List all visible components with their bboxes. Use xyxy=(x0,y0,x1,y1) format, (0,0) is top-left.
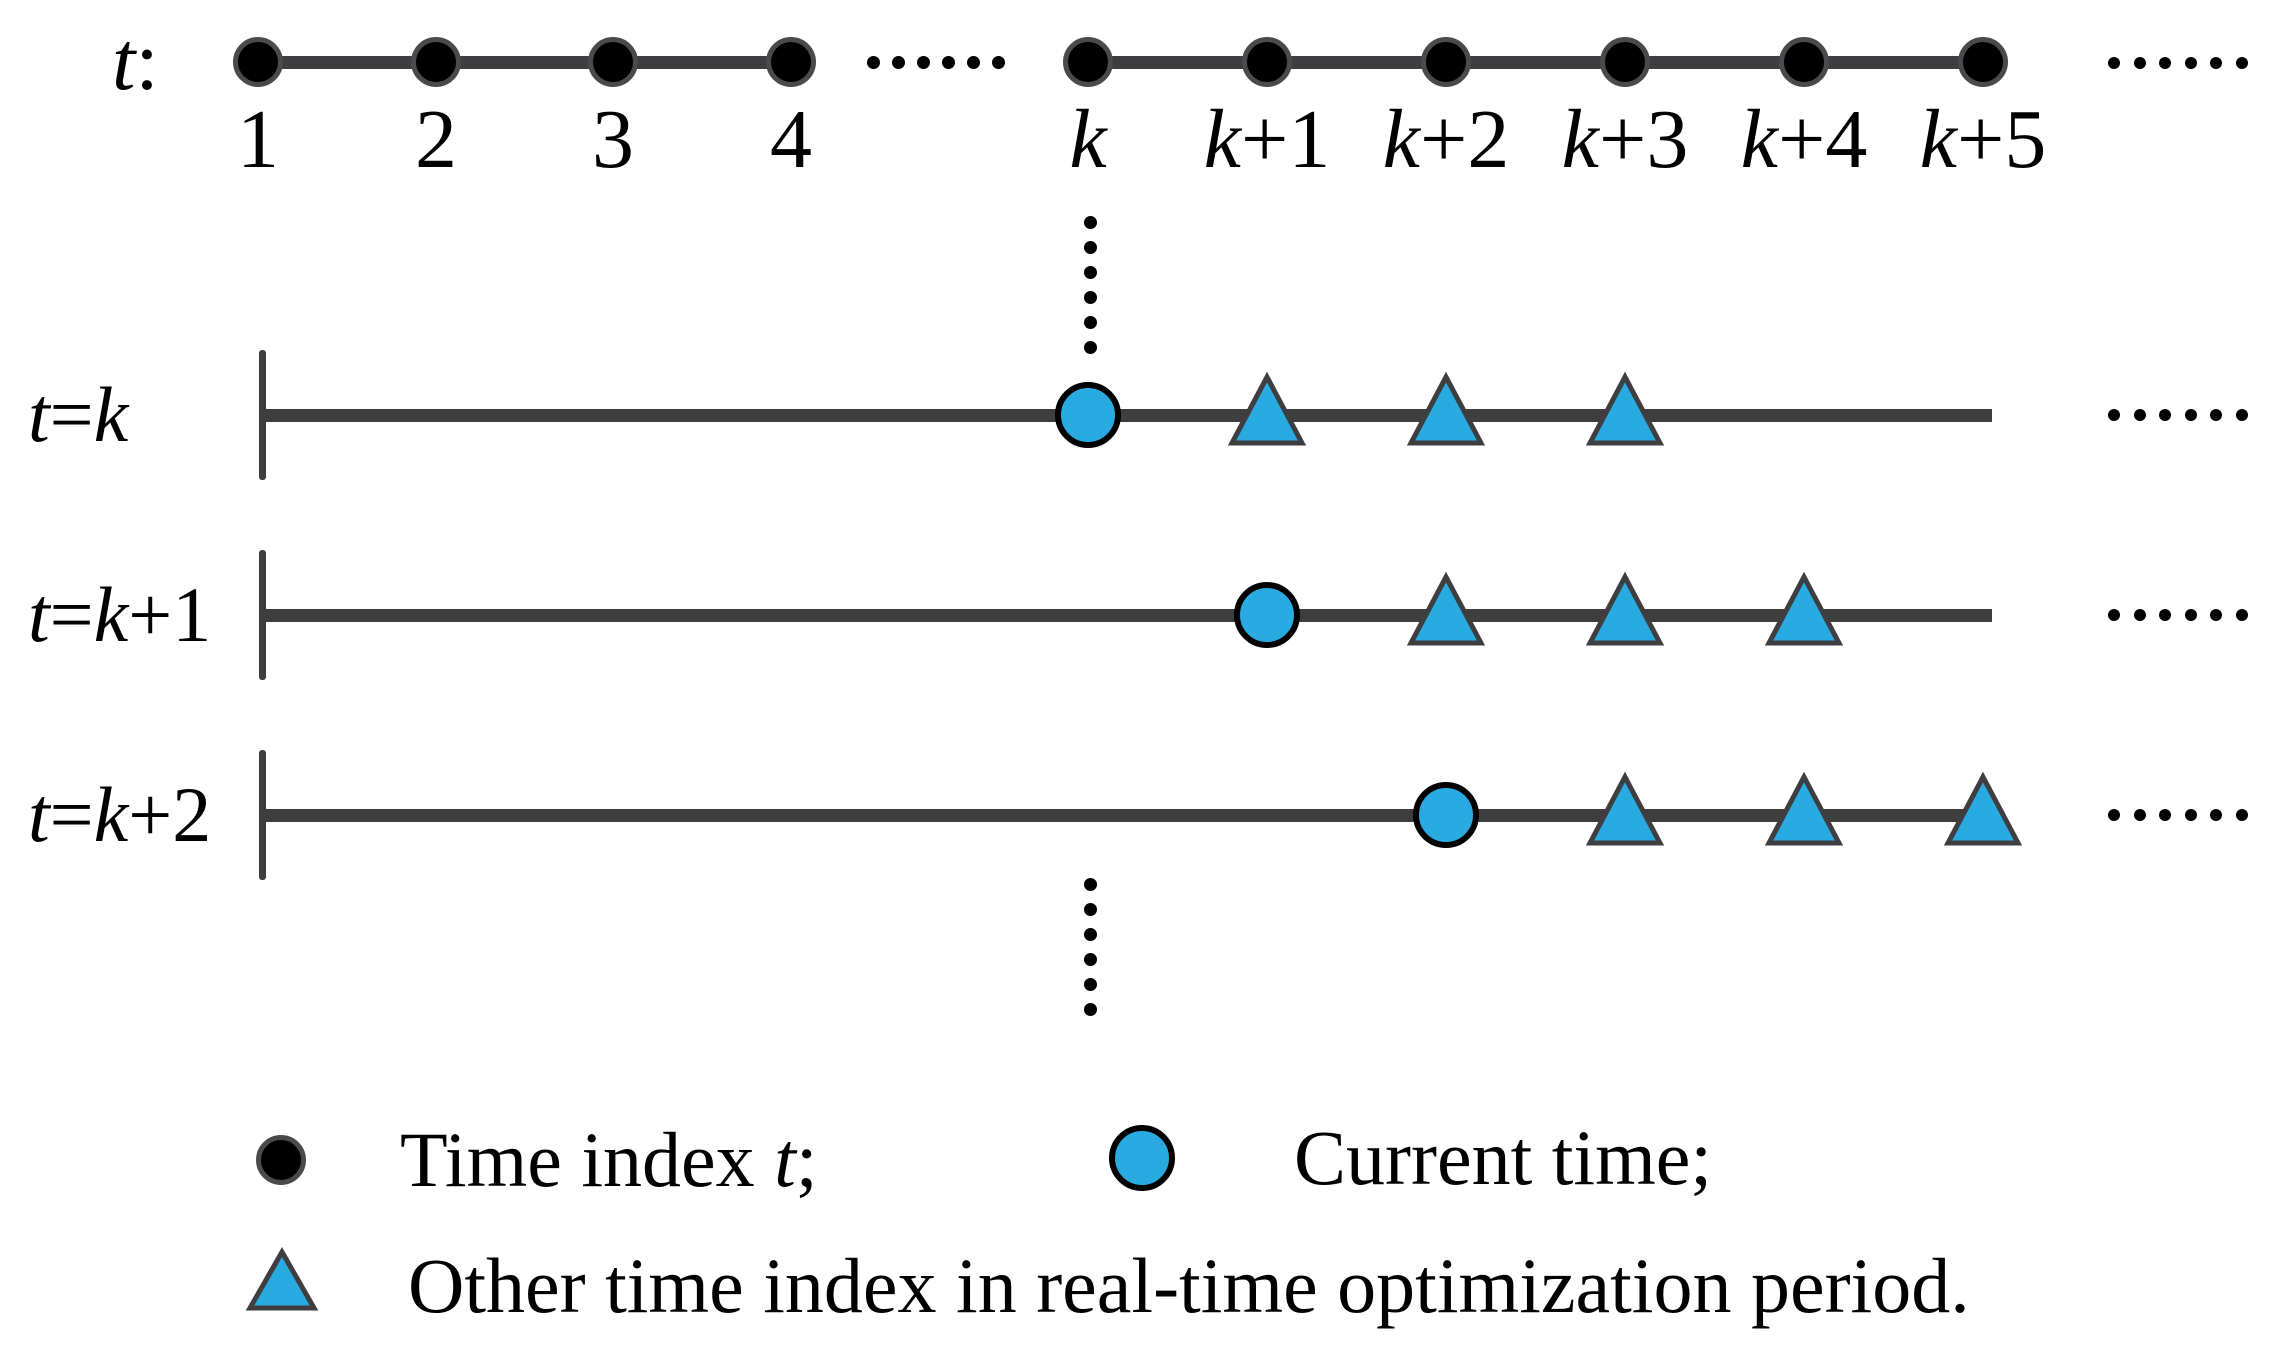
tick-label-k: k xyxy=(1069,93,1107,186)
row-t-eq-k-plus-2-horizon-marker-k-plus-3 xyxy=(1585,771,1665,846)
row-t-eq-k-line xyxy=(262,408,1992,422)
timeline-mid-ellipsis-dot xyxy=(866,55,880,69)
timeline-mid-ellipsis-dot xyxy=(941,55,955,69)
timeline-end-ellipsis-dot xyxy=(2184,57,2197,69)
vertical-ellipsis-top-dot xyxy=(1083,265,1097,279)
time-dot-3 xyxy=(588,37,638,87)
tick-label-k-plus-5: k+5 xyxy=(1919,93,2047,186)
row-t-eq-k-horizon-marker-k-plus-3 xyxy=(1585,371,1665,446)
timeline-end-ellipsis-dot xyxy=(2236,57,2248,69)
timeline-end-ellipsis-dot xyxy=(2108,57,2120,69)
tick-label-3: 3 xyxy=(592,93,634,186)
row-t-eq-k-end-ellipsis-dot xyxy=(2108,409,2120,421)
row-t-eq-k-end-ellipsis-dot xyxy=(2133,409,2146,421)
timeline-segment-right xyxy=(1088,55,1983,69)
timeline-mid-ellipsis-dot xyxy=(991,55,1005,69)
timeline-mid-ellipsis-dot xyxy=(916,55,930,69)
time-dot-4 xyxy=(766,37,816,87)
row-t-eq-k-end-ellipsis-dot xyxy=(2159,409,2172,421)
row-t-eq-k-plus-1-end-ellipsis-dot xyxy=(2210,609,2223,621)
time-dot-k-plus-4 xyxy=(1779,37,1829,87)
time-axis-label: t: xyxy=(112,15,159,108)
timeline-segment-left xyxy=(258,55,791,69)
row-t-eq-k-end-ellipsis-dot xyxy=(2236,409,2248,421)
row-t-eq-k-end-ellipsis-dot xyxy=(2210,409,2223,421)
row-t-eq-k-plus-1-end-ellipsis-dot xyxy=(2184,609,2197,621)
timeline-end-ellipsis-dot xyxy=(2159,57,2172,69)
row-t-eq-k-plus-2-label: t=k+2 xyxy=(28,771,212,858)
vertical-ellipsis-bottom-dot xyxy=(1083,877,1097,891)
row-t-eq-k-plus-1-horizon-marker-k-plus-4 xyxy=(1764,571,1844,646)
row-t-eq-k-plus-1-end-ellipsis-dot xyxy=(2108,609,2120,621)
time-dot-2 xyxy=(411,37,461,87)
tick-label-2: 2 xyxy=(415,93,457,186)
time-dot-k-plus-2 xyxy=(1421,37,1471,87)
legend-label-current-time: Current time; xyxy=(1294,1114,1713,1201)
time-index-dot-icon xyxy=(256,1135,306,1185)
row-t-eq-k-plus-2-end-ellipsis-dot xyxy=(2108,809,2120,821)
horizon-triangle-icon xyxy=(245,1246,319,1311)
vertical-ellipsis-top-dot xyxy=(1083,290,1097,304)
row-t-eq-k-plus-1-current-time-marker-k-plus-1 xyxy=(1234,582,1300,648)
vertical-ellipsis-top-dot xyxy=(1083,240,1097,254)
row-t-eq-k-horizon-marker-k-plus-1 xyxy=(1227,371,1307,446)
vertical-ellipsis-top-dot xyxy=(1083,315,1097,329)
timeline-end-ellipsis-dot xyxy=(2133,57,2146,69)
tick-label-4: 4 xyxy=(770,93,812,186)
time-dot-1 xyxy=(233,37,283,87)
vertical-ellipsis-bottom-dot xyxy=(1083,977,1097,991)
row-t-eq-k-current-time-marker-k xyxy=(1055,382,1121,448)
vertical-ellipsis-bottom-dot xyxy=(1083,927,1097,941)
row-t-eq-k-plus-1-end-ellipsis-dot xyxy=(2133,609,2146,621)
row-t-eq-k-end-ellipsis-dot xyxy=(2184,409,2197,421)
row-t-eq-k-label: t=k xyxy=(28,371,129,458)
time-dot-k-plus-5 xyxy=(1958,37,2008,87)
row-t-eq-k-plus-1-end-ellipsis-dot xyxy=(2236,609,2248,621)
row-t-eq-k-plus-1-line xyxy=(262,608,1992,622)
row-t-eq-k-horizon-marker-k-plus-2 xyxy=(1406,371,1486,446)
legend-label-time-index: Time index t; xyxy=(400,1116,818,1203)
row-t-eq-k-plus-2-horizon-marker-k-plus-4 xyxy=(1764,771,1844,846)
row-t-eq-k-plus-1-end-ellipsis-dot xyxy=(2159,609,2172,621)
row-t-eq-k-plus-2-horizon-marker-k-plus-5 xyxy=(1943,771,2023,846)
timeline-end-ellipsis-dot xyxy=(2210,57,2223,69)
vertical-ellipsis-bottom-dot xyxy=(1083,952,1097,966)
vertical-ellipsis-bottom-dot xyxy=(1083,902,1097,916)
timeline-mid-ellipsis-dot xyxy=(891,55,905,69)
tick-label-k-plus-4: k+4 xyxy=(1740,93,1868,186)
row-t-eq-k-plus-2-end-ellipsis-dot xyxy=(2236,809,2248,821)
row-t-eq-k-plus-1-label: t=k+1 xyxy=(28,571,212,658)
row-t-eq-k-plus-1-horizon-marker-k-plus-2 xyxy=(1406,571,1486,646)
time-dot-k-plus-1 xyxy=(1242,37,1292,87)
row-t-eq-k-plus-2-end-ellipsis-dot xyxy=(2133,809,2146,821)
tick-label-k-plus-1: k+1 xyxy=(1203,93,1331,186)
tick-label-1: 1 xyxy=(237,93,279,186)
row-t-eq-k-plus-2-current-time-marker-k-plus-2 xyxy=(1413,782,1479,848)
timeline-mid-ellipsis-dot xyxy=(966,55,980,69)
vertical-ellipsis-top-dot xyxy=(1083,340,1097,354)
tick-label-k-plus-3: k+3 xyxy=(1561,93,1689,186)
time-dot-k-plus-3 xyxy=(1600,37,1650,87)
vertical-ellipsis-top-dot xyxy=(1083,215,1097,229)
row-t-eq-k-plus-2-end-ellipsis-dot xyxy=(2184,809,2197,821)
vertical-ellipsis-bottom-dot xyxy=(1083,1002,1097,1016)
tick-label-k-plus-2: k+2 xyxy=(1382,93,1510,186)
row-t-eq-k-plus-2-end-ellipsis-dot xyxy=(2210,809,2223,821)
current-time-circle-icon xyxy=(1109,1125,1175,1191)
row-t-eq-k-plus-2-line xyxy=(262,808,1992,822)
row-t-eq-k-plus-1-horizon-marker-k-plus-3 xyxy=(1585,571,1665,646)
row-t-eq-k-plus-2-end-ellipsis-dot xyxy=(2159,809,2172,821)
legend-label-horizon: Other time index in real-time optimizati… xyxy=(408,1242,1970,1329)
time-dot-k xyxy=(1063,37,1113,87)
